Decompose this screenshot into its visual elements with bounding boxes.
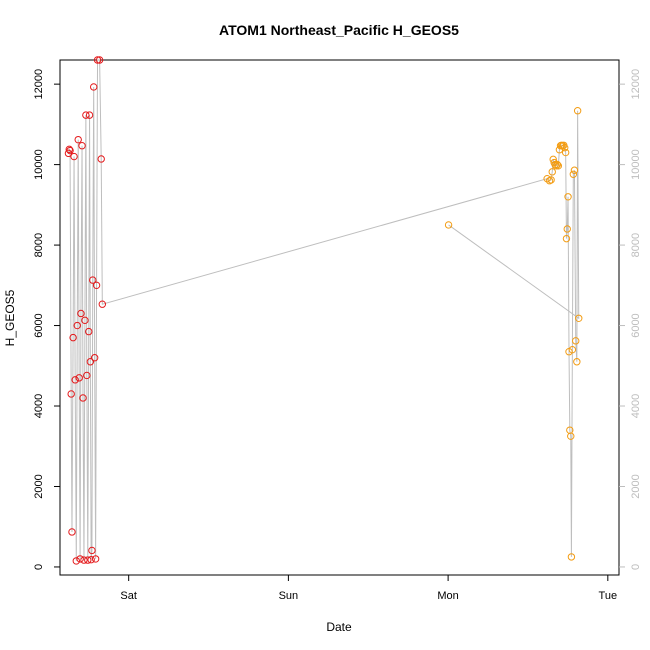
y-tick-label-right: 8000 <box>630 233 642 257</box>
data-point <box>551 160 559 169</box>
data-points <box>64 56 583 565</box>
data-point <box>76 555 84 563</box>
y-tick-label: 6000 <box>33 313 45 337</box>
data-point <box>98 300 107 308</box>
y-tick-label-right: 2000 <box>630 474 642 498</box>
data-point <box>78 142 86 150</box>
data-point <box>95 56 104 64</box>
data-point <box>92 281 101 290</box>
y-tick-label: 8000 <box>33 233 45 257</box>
data-point <box>71 376 79 384</box>
x-axis-label: Date <box>326 620 352 634</box>
data-point <box>85 327 93 336</box>
data-point <box>552 162 560 170</box>
y-axis-label: H_GEOS5 <box>3 289 17 346</box>
connector-line <box>67 59 580 561</box>
data-point <box>444 221 453 229</box>
y-tick-label: 12000 <box>33 69 45 100</box>
y-axis-left: 0 2000 4000 6000 8000 10000 12000 <box>33 69 60 570</box>
x-tick-label: Sat <box>120 590 137 602</box>
x-tick-label: Tue <box>599 590 618 602</box>
data-point <box>65 145 73 154</box>
data-point <box>563 225 571 233</box>
x-tick-label: Mon <box>437 590 458 602</box>
data-point <box>553 160 562 169</box>
data-point <box>77 309 85 318</box>
data-point <box>561 148 570 157</box>
x-axis: Sat Sun Mon Tue <box>120 575 617 602</box>
data-point <box>575 314 583 322</box>
y-tick-label-right: 4000 <box>630 394 642 418</box>
x-tick-label: Sun <box>279 590 299 602</box>
data-point <box>81 316 89 325</box>
data-point <box>93 56 102 64</box>
data-point <box>73 321 81 330</box>
data-point <box>70 152 78 161</box>
data-point <box>549 155 557 164</box>
data-point <box>90 354 99 362</box>
y-tick-label-right: 12000 <box>630 69 642 100</box>
data-point <box>74 135 82 144</box>
data-point <box>554 162 563 170</box>
data-point <box>80 556 88 564</box>
data-point <box>86 358 95 366</box>
data-point <box>87 556 95 564</box>
data-point <box>570 166 579 174</box>
y-tick-label-right: 10000 <box>630 149 642 180</box>
data-point <box>83 371 91 380</box>
data-point <box>543 174 551 183</box>
data-point <box>573 358 581 366</box>
data-point <box>567 432 575 440</box>
data-point <box>562 234 571 243</box>
data-point <box>569 170 578 178</box>
data-point <box>561 144 569 152</box>
y-tick-label: 4000 <box>33 394 45 418</box>
chart-title: ATOM1 Northeast_Pacific H_GEOS5 <box>219 22 459 38</box>
data-point <box>573 107 582 115</box>
data-point <box>567 553 576 561</box>
data-point <box>85 111 94 119</box>
data-point <box>69 333 77 342</box>
data-point <box>548 168 556 176</box>
data-point <box>79 394 87 402</box>
data-point <box>89 276 97 284</box>
data-point <box>91 555 100 563</box>
data-point <box>547 176 555 184</box>
data-point <box>72 557 80 565</box>
data-point <box>568 345 577 354</box>
data-point <box>75 374 83 382</box>
data-point <box>66 146 74 155</box>
data-point <box>572 337 580 345</box>
data-point <box>82 111 90 119</box>
data-point <box>97 155 105 163</box>
y-tick-label-right: 6000 <box>630 313 642 337</box>
plot-area-frame <box>59 59 620 576</box>
connector-lines <box>67 59 580 561</box>
y-tick-label-right: 0 <box>630 564 642 570</box>
y-tick-label: 2000 <box>33 474 45 498</box>
y-axis-right: 0 2000 4000 6000 8000 10000 12000 <box>619 69 642 570</box>
data-point <box>90 83 98 91</box>
data-point <box>84 556 92 564</box>
data-point <box>68 528 76 536</box>
data-point <box>67 390 75 398</box>
data-point <box>564 193 572 201</box>
data-point <box>88 546 96 555</box>
y-tick-label: 10000 <box>33 149 45 180</box>
y-tick-label: 0 <box>33 564 45 570</box>
